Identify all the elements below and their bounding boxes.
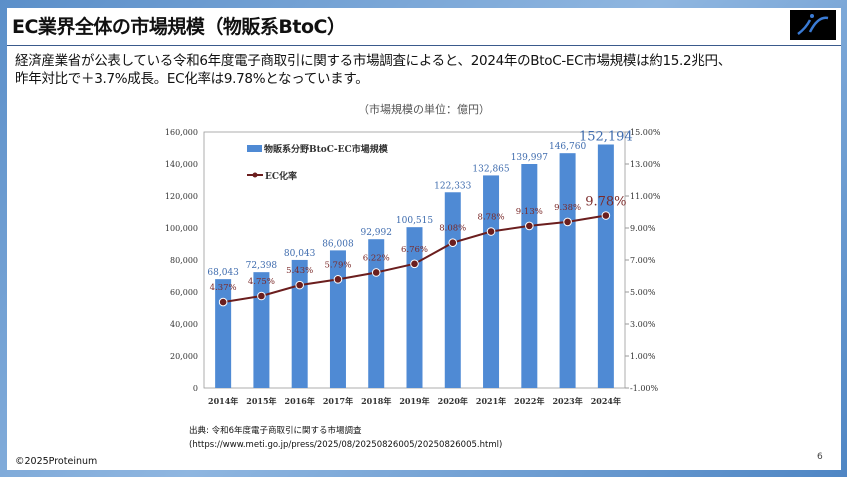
category-label: 2022年 [514,396,544,406]
right-axis-tick: 3.00% [630,320,656,329]
bar-label: 122,333 [434,181,471,191]
right-axis-tick: 1.00% [630,352,656,361]
ec-rate-point [601,211,611,220]
bar-2016年 [291,259,308,388]
category-label: 2023年 [552,396,582,406]
ec-rate-label: 4.75% [248,277,275,287]
legend-bar-label: 物販系分野BtoC-EC市場規模 [264,143,389,155]
left-axis-tick: 0 [193,384,198,393]
legend-bar-swatch [247,145,262,152]
source-url: (https://www.meti.go.jp/press/2025/08/20… [189,440,503,450]
left-axis-tick: 40,000 [170,320,198,329]
bar-label: 100,515 [396,216,433,226]
bar-label: 72,398 [246,261,278,271]
ec-rate-point [371,268,381,277]
ec-rate-point [410,259,419,269]
ec-rate-point [257,291,266,301]
summary-line-1: 経済産業省が公表している令和6年度電子商取引に関する市場調査によると、2024年… [15,53,731,69]
slide: EC業界全体の市場規模（物販系BtoC） 経済産業省が公表している令和6年度電子… [7,8,841,470]
ec-rate-label: 6.76% [401,245,428,255]
left-axis-tick: 140,000 [165,160,198,169]
bar-label: 86,008 [322,239,354,249]
right-axis-tick: 15.00% [630,128,661,137]
proteinum-logo-icon [790,10,836,40]
bar-2014年 [215,279,232,388]
category-label: 2021年 [476,396,506,406]
bar-2018年 [368,239,385,388]
bar-2023年 [559,153,576,388]
left-axis-tick: 80,000 [170,256,198,265]
bar-label: 92,992 [360,228,392,238]
bar-label: 68,043 [207,268,239,278]
left-axis-tick: 20,000 [170,352,198,361]
category-label: 2015年 [246,396,276,406]
source-citation: 出典: 令和6年度電子商取引に関する市場調査 (https://www.meti… [189,424,502,452]
page-number: 6 [817,452,823,462]
bar-2024年 [597,144,614,388]
bar-label: 80,043 [284,249,316,259]
right-axis-tick: 5.00% [630,288,656,297]
bar-2022年 [521,164,538,388]
legend-line-label: EC化率 [265,170,297,182]
bar-2015年 [253,272,270,388]
category-label: 2024年 [591,396,621,406]
bar-2017年 [329,250,346,388]
ec-rate-point [295,280,304,290]
ec-rate-label: 8.08% [439,224,466,234]
bar-label: 132,865 [472,164,509,174]
source-title: 出典: 令和6年度電子商取引に関する市場調査 [189,426,362,436]
bar-2019年 [406,227,423,388]
ec-rate-label: 4.37% [210,283,237,293]
category-label: 2016年 [285,396,315,406]
category-label: 2018年 [361,396,391,406]
right-axis-tick: -1.00% [630,384,659,393]
left-axis-tick: 60,000 [170,288,198,297]
bar-label: 139,997 [511,153,548,163]
ec-rate-label: 9.13% [516,207,543,217]
market-size-chart: 0 20,000 40,000 60,000 80,000 100,000 120,000 1… [165,128,661,406]
category-label: 2014年 [208,396,238,406]
ec-rate-label: 8.78% [478,213,505,223]
ec-rate-label: 5.79% [324,260,351,270]
ec-rate-point [333,275,343,284]
summary-text: 経済産業省が公表している令和6年度電子商取引に関する市場調査によると、2024年… [15,52,731,88]
copyright: ©2025Proteinum [15,456,98,467]
bar-label: 152,194 [579,129,633,144]
right-axis-tick: 7.00% [630,256,656,265]
right-axis-tick: 9.00% [630,224,656,233]
legend-line-marker [252,172,258,178]
ec-rate-point [218,297,228,307]
left-axis-tick: 160,000 [165,128,198,137]
category-label: 2020年 [438,396,468,406]
ec-rate-point [448,238,458,248]
ec-rate-point [525,221,534,231]
slide-title: EC業界全体の市場規模（物販系BtoC） [12,16,346,38]
ec-rate-point [486,227,496,236]
unit-note: （市場規模の単位：億円） [358,103,490,116]
summary-line-2: 昨年対比で＋3.7%成長。EC化率は9.78%となっています。 [15,71,369,87]
ec-rate-label: 6.22% [363,253,390,263]
bar-2020年 [444,192,461,388]
ec-rate-point [563,217,572,227]
ec-rate-label: 9.38% [554,203,581,213]
left-axis-tick: 100,000 [165,224,198,233]
ec-rate-label: 9.78% [585,195,626,210]
left-axis-tick: 120,000 [165,192,198,201]
bar-label: 146,760 [549,142,586,152]
bar-2021年 [483,175,500,388]
right-axis-tick: 11.00% [630,192,661,201]
category-label: 2017年 [323,396,353,406]
ec-rate-label: 5.43% [286,266,313,276]
category-label: 2019年 [399,396,429,406]
right-axis-tick: 13.00% [630,160,661,169]
title-divider [7,45,841,46]
